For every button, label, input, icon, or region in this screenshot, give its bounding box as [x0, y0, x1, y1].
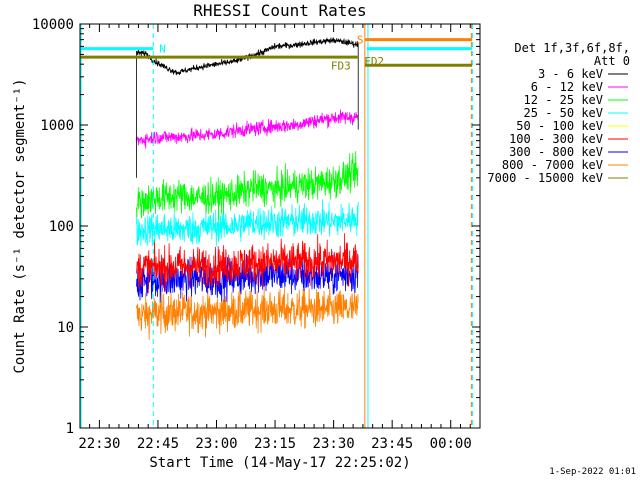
y-axis-ticks: 1 10 100 1000 10000 [32, 17, 480, 437]
series-line-800-7000-kev [136, 284, 359, 340]
x-tick-label: 23:15 [254, 436, 296, 452]
y-tick-label: 100 [49, 219, 74, 235]
series-line-6-12-kev [136, 109, 359, 149]
legend-entry-label: 100 - 300 keV [509, 132, 603, 146]
x-axis-ticks: 22:30 22:45 23:00 23:15 23:30 23:45 00:00 [78, 24, 481, 452]
night-interval-label: N [159, 43, 166, 56]
series-line-300-800-kev [136, 250, 359, 303]
x-tick-label: 23:45 [371, 436, 413, 452]
x-tick-label: 23:30 [313, 436, 355, 452]
legend-entry-label: 25 - 50 keV [524, 106, 603, 120]
x-tick-label: 22:45 [137, 436, 179, 452]
series-line-12-25-kev [136, 151, 359, 221]
data-layer [136, 37, 359, 340]
saa-interval-label: S [357, 34, 364, 47]
y-axis-label: Count Rate (s⁻¹ detector segment⁻¹) [12, 78, 28, 373]
legend-entry-label: 300 - 800 keV [509, 145, 603, 159]
x-tick-label: 23:00 [195, 436, 237, 452]
flare-bar-label: FD3 [331, 59, 351, 72]
x-tick-label: 22:30 [78, 436, 120, 452]
x-axis-label: Start Time (14-May-17 22:25:02) [149, 455, 410, 471]
footer-timestamp: 1-Sep-2022 01:01 [549, 467, 636, 477]
chart-title: RHESSI Count Rates [193, 1, 366, 20]
legend-entry-label: 6 - 12 keV [531, 80, 603, 94]
legend-entry-label: 3 - 6 keV [538, 67, 603, 81]
y-tick-label: 1000 [40, 118, 74, 134]
legend-header-detectors: Det 1f,3f,6f,8f, [514, 41, 630, 55]
series-line-100-300-kev [136, 233, 359, 294]
y-tick-label: 1 [66, 421, 74, 437]
legend-header-attenuator: Att 0 [594, 54, 630, 68]
y-tick-label: 10000 [32, 17, 74, 33]
y-tick-label: 10 [57, 320, 74, 336]
legend-entry-label: 7000 - 15000 keV [487, 171, 603, 185]
x-tick-label: 00:00 [430, 436, 472, 452]
legend-entry-label: 12 - 25 keV [524, 93, 603, 107]
legend-entry-label: 50 - 100 keV [516, 119, 603, 133]
legend-entry-label: 800 - 7000 keV [502, 158, 603, 172]
series-line-25-50-kev [136, 199, 359, 247]
